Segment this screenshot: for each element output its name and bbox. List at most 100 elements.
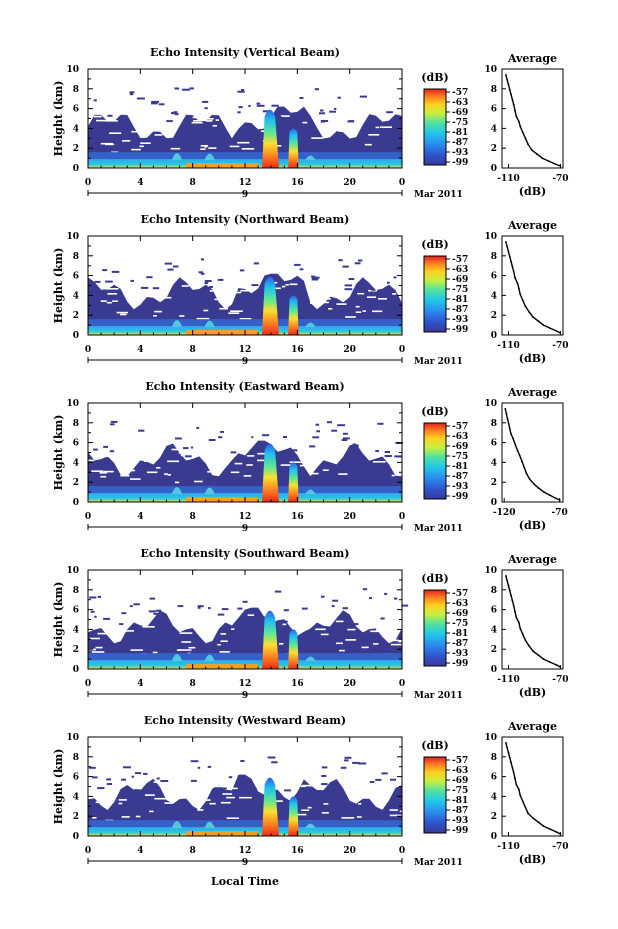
- colorbar-unit: (dB): [421, 71, 448, 84]
- data-gap: [239, 318, 252, 320]
- colorbar-tick-label: -69: [452, 275, 468, 285]
- data-gap: [121, 816, 130, 818]
- data-gap: [153, 315, 157, 317]
- data-gap: [88, 627, 97, 629]
- colorbar-tick-label: -57: [452, 88, 468, 98]
- echo-speckle: [275, 116, 282, 119]
- data-gap: [131, 148, 141, 151]
- echo-speckle: [290, 449, 298, 452]
- average-profile-point: [506, 417, 509, 420]
- echo-speckle: [384, 592, 388, 595]
- data-gap: [320, 301, 329, 304]
- x-tick-label: 8: [190, 846, 196, 856]
- convective-plume-second: [288, 629, 299, 669]
- echo-speckle: [228, 776, 233, 779]
- x-tick-label: 16: [291, 846, 304, 856]
- data-gap: [389, 814, 403, 817]
- colorbar-tick-label: -75: [452, 786, 468, 796]
- average-profile-point: [516, 449, 519, 452]
- average-profile-point: [527, 143, 529, 146]
- data-gap: [106, 301, 112, 304]
- echo-speckle: [230, 451, 237, 454]
- x-tick-label: 16: [291, 512, 304, 522]
- average-x-tick-label: -70: [552, 341, 568, 351]
- data-gap: [299, 619, 311, 622]
- echo-speckle: [238, 106, 243, 109]
- data-gap: [321, 812, 329, 814]
- average-profile-point: [515, 783, 518, 786]
- data-gap: [135, 815, 141, 818]
- echo-speckle: [196, 426, 200, 429]
- colorbar-tick-label: -93: [452, 148, 468, 158]
- colorbar-tick-label: -99: [452, 325, 468, 335]
- x-tick-label: 8: [190, 512, 196, 522]
- y-tick-label: 4: [73, 792, 79, 802]
- y-tick-label: 8: [73, 85, 79, 95]
- average-profile-point: [525, 472, 528, 475]
- average-profile-point: [514, 276, 516, 279]
- average-profile-point: [508, 88, 511, 91]
- colorbar-tick-label: -75: [452, 619, 468, 629]
- data-gap: [247, 614, 255, 616]
- date-day-label: 9: [242, 524, 248, 534]
- data-gap: [274, 145, 282, 147]
- echo-speckle: [109, 450, 115, 453]
- echo-speckle: [129, 91, 135, 94]
- data-gap: [103, 470, 114, 473]
- colorbar-tick-label: -57: [452, 756, 468, 766]
- colorbar-scale: [423, 255, 447, 333]
- data-gap: [131, 121, 144, 124]
- data-gap: [274, 447, 279, 450]
- echo-speckle: [331, 429, 338, 432]
- average-y-tick-label: 2: [491, 311, 497, 321]
- data-gap: [315, 628, 326, 631]
- data-gap: [112, 630, 123, 633]
- colorbar-tick-label: -69: [452, 776, 468, 786]
- x-tick-label: 0: [399, 178, 405, 188]
- echo-speckle: [177, 605, 184, 608]
- convective-plume-main: [262, 443, 280, 502]
- average-y-tick-label: 6: [491, 272, 497, 282]
- convective-plume-main: [262, 276, 280, 335]
- data-gap: [299, 464, 307, 467]
- average-profile-point: [512, 270, 515, 273]
- convective-plume-main: [262, 777, 280, 836]
- date-month-label: Mar 2011: [414, 357, 463, 367]
- average-profile: Average 0 2 4 6 8 10 -120 -70 (dB): [484, 386, 567, 532]
- data-gap: [257, 452, 268, 455]
- surface-echo: [186, 497, 259, 502]
- echo-speckle: [394, 597, 398, 600]
- y-tick-label: 8: [73, 419, 79, 429]
- echo-speckle: [344, 759, 349, 762]
- average-profile-point: [537, 487, 540, 489]
- colorbar-tick-label: -57: [452, 589, 468, 599]
- echo-bump: [305, 489, 316, 495]
- data-gap: [401, 798, 415, 800]
- average-y-tick-label: 4: [491, 124, 497, 134]
- panel-title: Echo Intensity (Westward Beam): [144, 714, 346, 727]
- average-profile-point: [519, 293, 522, 296]
- data-gap: [144, 794, 155, 796]
- x-tick-label: 0: [399, 512, 405, 522]
- average-x-tick-label: -110: [497, 341, 520, 351]
- data-gap: [246, 464, 253, 466]
- echo-speckle: [358, 762, 367, 765]
- data-gap: [285, 284, 289, 286]
- echo-panel-1: Echo Intensity (Vertical Beam)0246810Hei…: [52, 46, 569, 200]
- data-gap: [393, 639, 406, 642]
- average-profile-point: [521, 131, 524, 134]
- data-gap: [215, 785, 221, 788]
- data-gap: [296, 813, 307, 816]
- data-gap: [315, 285, 319, 288]
- echo-speckle: [386, 281, 390, 284]
- x-axis: 0 4 8 12 16 20 0: [85, 737, 405, 856]
- x-tick-label: 20: [343, 178, 356, 188]
- average-profile-point: [518, 788, 520, 791]
- data-gap: [122, 140, 131, 142]
- echo-speckle: [133, 789, 141, 792]
- y-tick-label: 4: [73, 291, 79, 301]
- echo-speckle: [271, 761, 278, 764]
- y-tick-label: 0: [73, 498, 79, 508]
- x-tick-label: 20: [343, 345, 356, 355]
- y-tick-label: 10: [66, 399, 79, 409]
